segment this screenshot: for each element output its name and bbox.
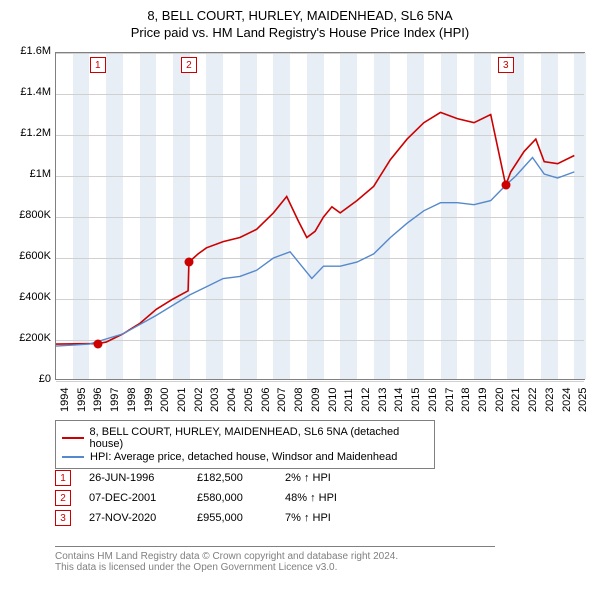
legend-item: 8, BELL COURT, HURLEY, MAIDENHEAD, SL6 5… [62, 426, 428, 450]
y-axis-label: £0 [11, 373, 51, 385]
chart-title: 8, BELL COURT, HURLEY, MAIDENHEAD, SL6 5… [0, 8, 600, 23]
legend-swatch [62, 456, 84, 458]
x-axis-label: 2016 [427, 388, 439, 412]
x-axis-label: 2017 [444, 388, 456, 412]
marker-label-box: 2 [181, 57, 197, 73]
x-axis-label: 2020 [494, 388, 506, 412]
event-row: 1 26-JUN-1996 £182,500 2% ↑ HPI [55, 470, 337, 486]
x-axis-label: 2006 [260, 388, 272, 412]
x-axis-label: 2009 [310, 388, 322, 412]
event-number-box: 2 [55, 490, 71, 506]
legend-swatch [62, 437, 84, 439]
event-price: £182,500 [197, 472, 267, 484]
x-axis-label: 2001 [176, 388, 188, 412]
x-axis-label: 1996 [92, 388, 104, 412]
y-axis-label: £1.6M [11, 45, 51, 57]
legend: 8, BELL COURT, HURLEY, MAIDENHEAD, SL6 5… [55, 420, 435, 469]
marker-dot [184, 258, 193, 267]
x-axis-label: 2025 [577, 388, 589, 412]
x-axis-label: 2021 [510, 388, 522, 412]
y-axis-label: £1.4M [11, 86, 51, 98]
y-axis-label: £400K [11, 291, 51, 303]
x-axis-label: 2014 [393, 388, 405, 412]
x-axis-label: 2023 [544, 388, 556, 412]
event-date: 26-JUN-1996 [89, 472, 179, 484]
event-date: 27-NOV-2020 [89, 512, 179, 524]
event-number-box: 3 [55, 510, 71, 526]
x-axis-label: 1997 [109, 388, 121, 412]
x-axis-label: 2015 [410, 388, 422, 412]
legend-label: 8, BELL COURT, HURLEY, MAIDENHEAD, SL6 5… [90, 426, 429, 450]
chart-lines [56, 53, 586, 381]
x-axis-label: 2007 [276, 388, 288, 412]
event-hpi: 48% ↑ HPI [285, 492, 337, 504]
legend-item: HPI: Average price, detached house, Wind… [62, 451, 428, 463]
x-axis-label: 2011 [343, 388, 355, 412]
x-axis-label: 2013 [377, 388, 389, 412]
y-axis-label: £1M [11, 168, 51, 180]
y-axis-label: £200K [11, 332, 51, 344]
event-price: £580,000 [197, 492, 267, 504]
event-price: £955,000 [197, 512, 267, 524]
marker-label-box: 1 [90, 57, 106, 73]
x-axis-label: 1994 [59, 388, 71, 412]
y-axis-label: £1.2M [11, 127, 51, 139]
event-row: 2 07-DEC-2001 £580,000 48% ↑ HPI [55, 490, 337, 506]
x-axis-label: 2005 [243, 388, 255, 412]
x-axis-label: 2002 [193, 388, 205, 412]
x-axis-label: 2012 [360, 388, 372, 412]
chart-subtitle: Price paid vs. HM Land Registry's House … [0, 25, 600, 40]
chart-plot-area: 1 2 3 [55, 52, 585, 380]
x-axis-label: 1995 [76, 388, 88, 412]
x-axis-label: 2022 [527, 388, 539, 412]
event-hpi: 7% ↑ HPI [285, 512, 331, 524]
x-axis-label: 1998 [126, 388, 138, 412]
events-table: 1 26-JUN-1996 £182,500 2% ↑ HPI 2 07-DEC-2001… [55, 466, 337, 530]
x-axis-label: 2000 [159, 388, 171, 412]
gridline [56, 381, 584, 382]
x-axis-label: 2004 [226, 388, 238, 412]
footer-line: This data is licensed under the Open Gov… [55, 562, 495, 573]
event-date: 07-DEC-2001 [89, 492, 179, 504]
y-axis-label: £800K [11, 209, 51, 221]
footer-attribution: Contains HM Land Registry data © Crown c… [55, 546, 495, 573]
x-axis-label: 1999 [143, 388, 155, 412]
marker-dot [501, 181, 510, 190]
marker-label-box: 3 [498, 57, 514, 73]
footer-line: Contains HM Land Registry data © Crown c… [55, 551, 495, 562]
x-axis-label: 2019 [477, 388, 489, 412]
y-axis-label: £600K [11, 250, 51, 262]
marker-dot [93, 339, 102, 348]
x-axis-label: 2008 [293, 388, 305, 412]
x-axis-label: 2003 [209, 388, 221, 412]
series-property [56, 112, 574, 344]
event-hpi: 2% ↑ HPI [285, 472, 331, 484]
x-axis-label: 2024 [561, 388, 573, 412]
event-number-box: 1 [55, 470, 71, 486]
event-row: 3 27-NOV-2020 £955,000 7% ↑ HPI [55, 510, 337, 526]
legend-label: HPI: Average price, detached house, Wind… [90, 451, 397, 463]
chart-titles: 8, BELL COURT, HURLEY, MAIDENHEAD, SL6 5… [0, 0, 600, 40]
x-axis-label: 2010 [327, 388, 339, 412]
x-axis-label: 2018 [460, 388, 472, 412]
series-hpi [56, 158, 574, 347]
